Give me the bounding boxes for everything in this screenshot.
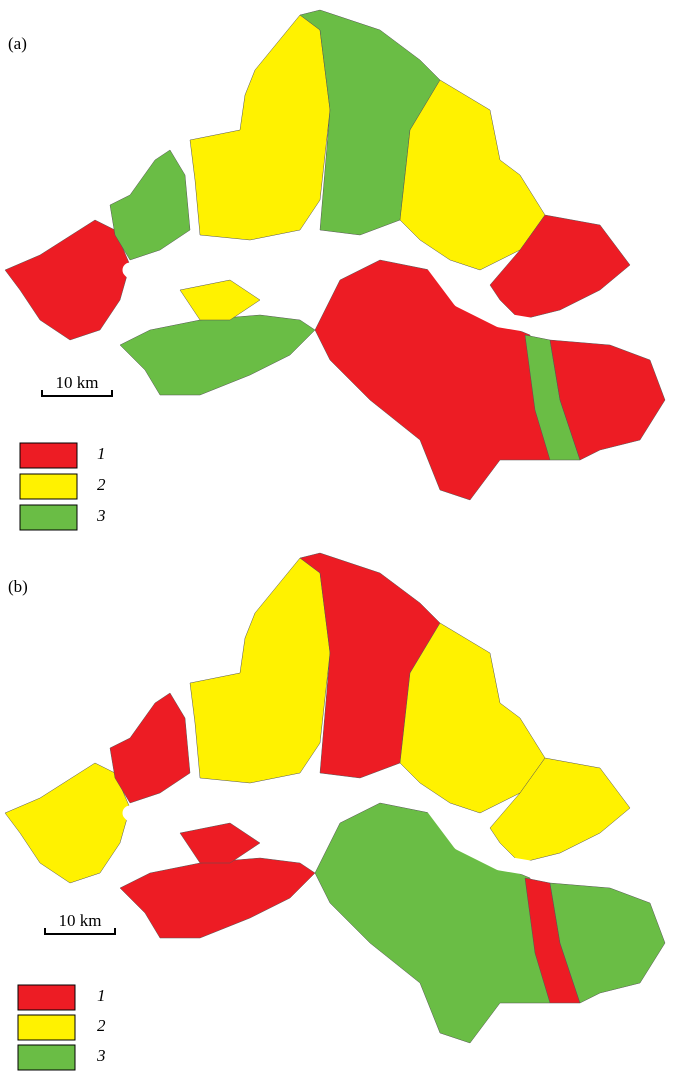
panel-a	[4, 9, 666, 501]
legend-label: 2	[97, 475, 106, 494]
legend-swatch	[17, 1014, 76, 1041]
legend-swatch	[19, 473, 78, 500]
region	[109, 149, 191, 261]
legend-label: 3	[96, 1046, 106, 1065]
panel-b	[4, 552, 666, 1044]
scale-bar	[41, 390, 113, 397]
region	[109, 692, 191, 804]
scale-bar-label: 10 km	[56, 373, 99, 392]
legend-swatch	[17, 1044, 76, 1071]
scale-bar	[44, 928, 116, 935]
legend-swatch	[17, 984, 76, 1011]
scale-bar-label: 10 km	[59, 911, 102, 930]
region	[189, 14, 331, 241]
legend-label: 1	[97, 986, 106, 1005]
legend-swatch	[19, 442, 78, 469]
legend-swatch	[19, 504, 78, 531]
legend-label: 3	[96, 506, 106, 525]
region	[179, 279, 261, 321]
region	[189, 557, 331, 784]
region	[119, 857, 316, 939]
region	[119, 314, 316, 396]
panel-label: (b)	[8, 577, 28, 596]
legend-label: 2	[97, 1016, 106, 1035]
panel-label: (a)	[8, 34, 27, 53]
legend-label: 1	[97, 444, 106, 463]
region	[179, 822, 261, 864]
